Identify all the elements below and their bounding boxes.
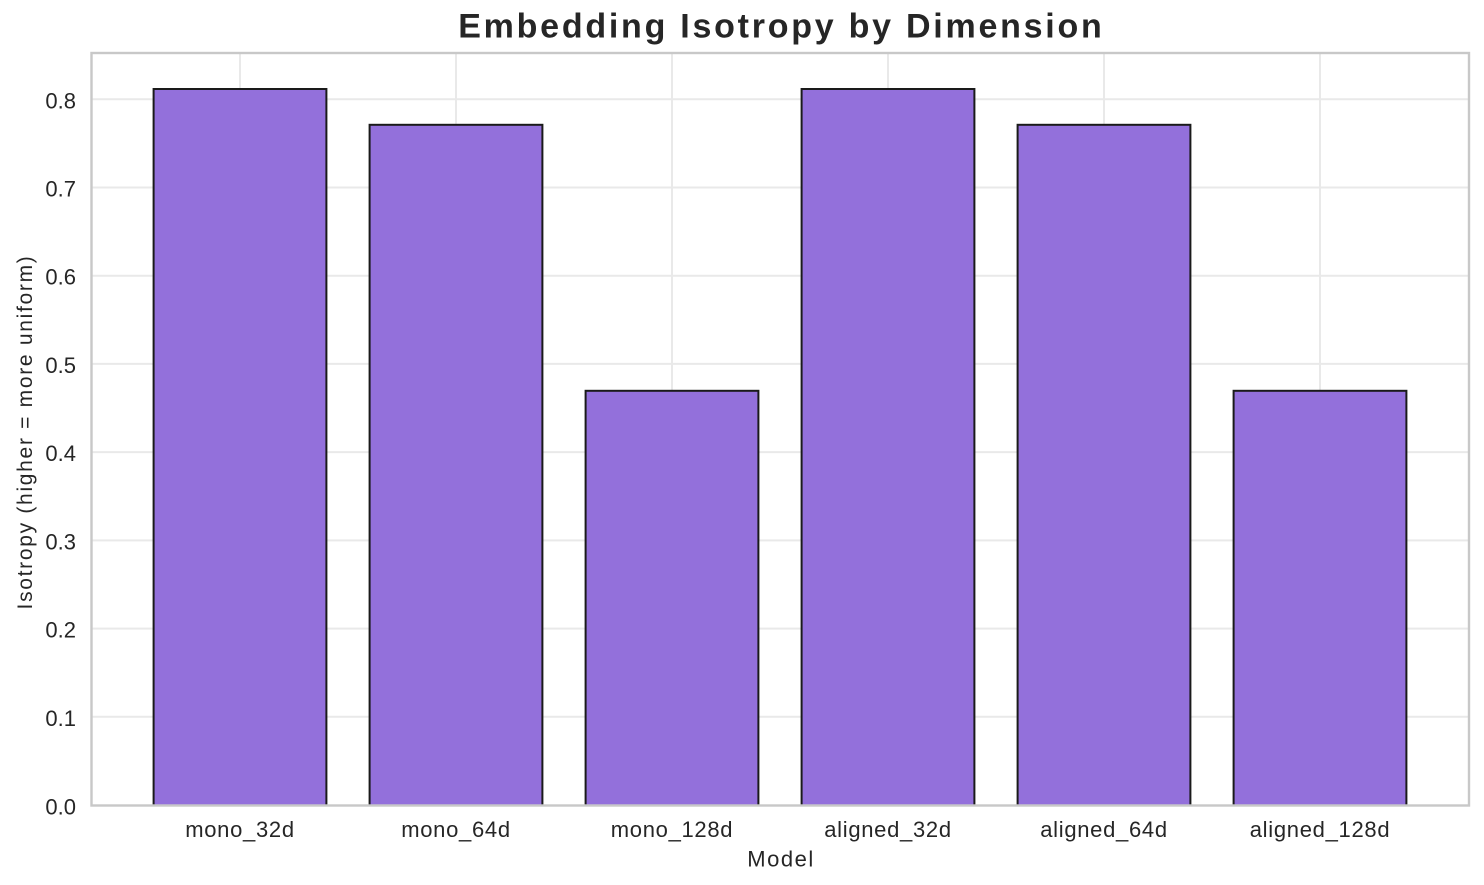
svg-text:0.2: 0.2 [45,618,76,643]
svg-text:0.0: 0.0 [45,794,76,819]
svg-text:aligned_64d: aligned_64d [1040,817,1168,842]
svg-text:aligned_32d: aligned_32d [824,817,952,842]
svg-text:Isotropy (higher = more unifor: Isotropy (higher = more uniform) [14,255,37,610]
svg-text:mono_64d: mono_64d [401,817,511,842]
svg-text:0.8: 0.8 [45,88,76,113]
svg-text:0.3: 0.3 [45,529,76,554]
svg-text:0.1: 0.1 [45,706,76,731]
svg-text:0.6: 0.6 [45,265,76,290]
svg-text:mono_32d: mono_32d [185,817,295,842]
svg-text:mono_128d: mono_128d [611,817,734,842]
svg-text:aligned_128d: aligned_128d [1250,817,1391,842]
svg-text:0.7: 0.7 [45,177,76,202]
svg-text:Model: Model [747,847,814,872]
svg-text:0.5: 0.5 [45,353,76,378]
svg-text:0.4: 0.4 [45,441,76,466]
svg-text:Embedding Isotropy by Dimensio: Embedding Isotropy by Dimension [458,8,1104,46]
